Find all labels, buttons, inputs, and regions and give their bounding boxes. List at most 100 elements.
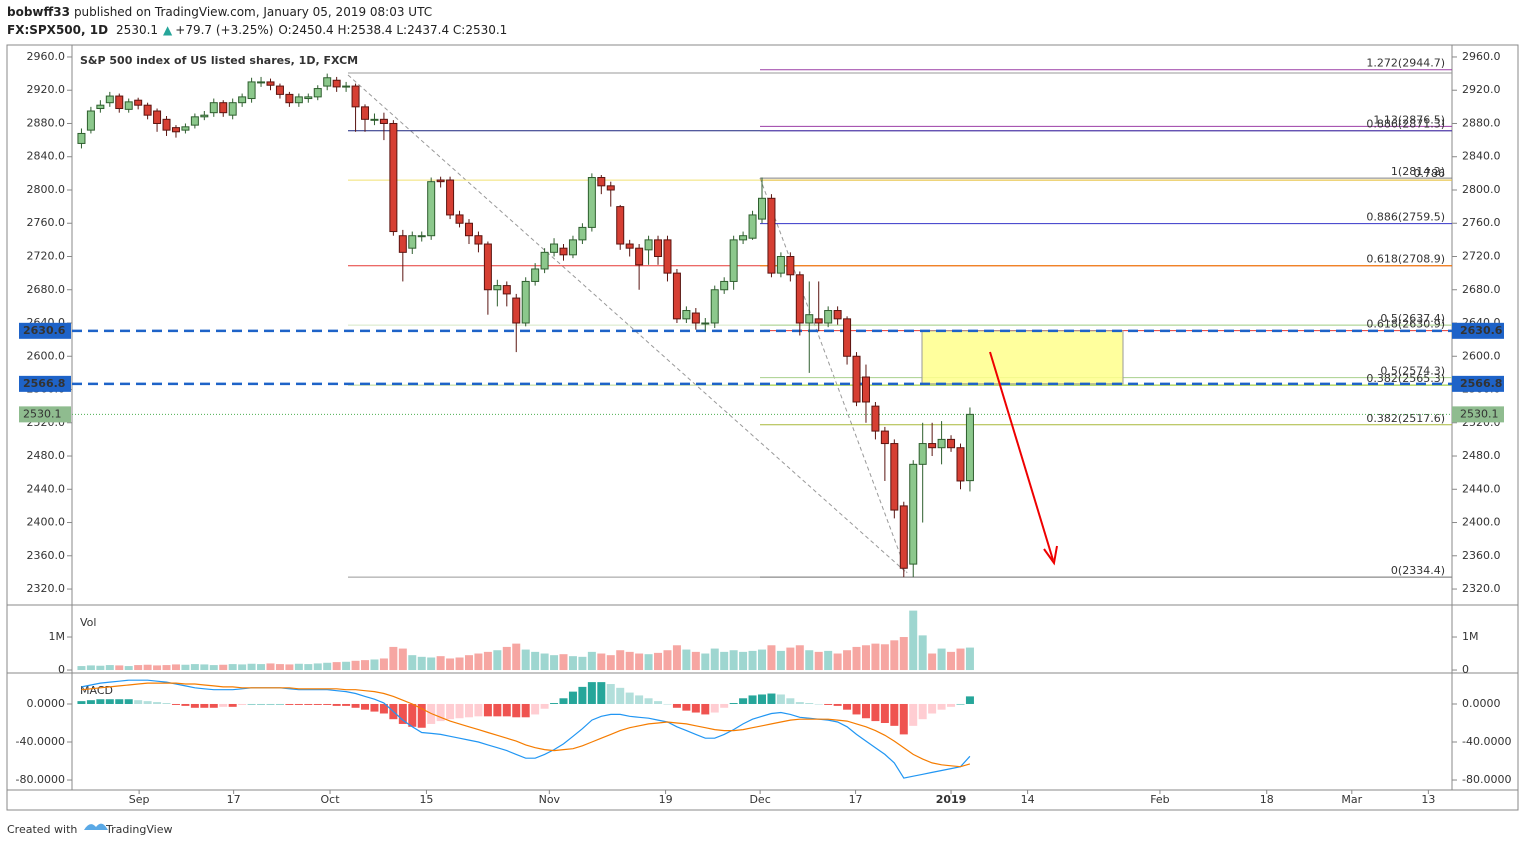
histogram-bar — [512, 703, 521, 718]
volume-bar — [635, 653, 644, 671]
brand[interactable]: TradingView — [105, 823, 172, 836]
candle-body — [86, 110, 95, 131]
histogram-bar — [398, 703, 407, 724]
candle-body — [644, 239, 653, 251]
volume-bar — [918, 635, 927, 671]
histogram-bar — [947, 703, 956, 707]
candle-body — [77, 132, 86, 144]
volume-bar — [880, 644, 889, 671]
user[interactable]: bobwff33 — [7, 5, 70, 19]
candle-body — [483, 243, 492, 291]
volume-bar — [143, 664, 152, 671]
histogram-bar — [379, 703, 388, 714]
volume-bar — [502, 646, 511, 671]
candle-body — [578, 226, 587, 241]
volume-bar — [427, 657, 436, 671]
x-tick-label: Oct — [321, 793, 341, 806]
volume-bar — [190, 664, 199, 671]
volume-bar — [739, 651, 748, 671]
zone — [921, 330, 1124, 385]
y-tick-label: 2480.0 — [27, 449, 66, 462]
candle-body — [871, 405, 880, 432]
histogram-bar — [521, 703, 530, 718]
y-tick-label: 2920.0 — [27, 83, 66, 96]
candle-body — [219, 102, 228, 114]
volume-bar — [124, 666, 133, 671]
x-tick-label: 15 — [419, 793, 433, 806]
trend-line — [347, 74, 908, 574]
candle-body — [181, 126, 190, 131]
price-badge — [19, 322, 71, 339]
candle-body — [228, 102, 237, 116]
candle-body — [890, 443, 899, 511]
volume-bar — [909, 610, 918, 671]
y-tick-label: 2360.0 — [27, 549, 66, 562]
price-badge — [19, 375, 71, 392]
y-tick-label: 2960.0 — [27, 50, 66, 63]
candle-body — [294, 96, 303, 104]
histogram-bar — [758, 694, 766, 704]
histogram-bar — [408, 703, 417, 727]
candle-body — [323, 77, 332, 87]
volume-bar — [275, 664, 284, 671]
volume-bar — [531, 651, 540, 671]
y-tick-label: 2320.0 — [1462, 582, 1501, 595]
x-tick-label: Mar — [1341, 793, 1362, 806]
volume-bar — [899, 637, 908, 671]
candle-body — [805, 314, 814, 324]
histogram-bar — [710, 703, 719, 713]
histogram-bar — [361, 703, 370, 710]
y-tick-label: 2440.0 — [27, 482, 66, 495]
histogram-bar — [77, 701, 86, 704]
candle-body — [767, 197, 776, 274]
candle-body — [729, 239, 738, 282]
histogram-bar — [890, 703, 899, 726]
candle-body — [493, 285, 502, 291]
candle-body — [304, 96, 313, 100]
macd-line — [81, 682, 971, 768]
histogram-bar — [672, 703, 681, 708]
volume-bar — [625, 651, 634, 671]
price-badge-label: 2530.1 — [23, 407, 62, 420]
volume-bar — [758, 649, 766, 671]
layers: 2960.0 2960.0 2920.0 2920.0 2880.0 2880.0 2840… — [16, 50, 1512, 806]
candle-body — [701, 322, 710, 325]
histogram-bar — [483, 703, 492, 717]
candle-body — [918, 443, 927, 465]
volume-bar — [342, 661, 351, 671]
candle-body — [238, 96, 247, 104]
candle-body — [446, 179, 455, 216]
histogram-bar — [323, 703, 332, 705]
volume-bar — [417, 656, 426, 671]
volume-bar — [200, 664, 209, 671]
candle-body — [398, 235, 407, 253]
histogram-bar — [417, 703, 426, 728]
volume-bar — [285, 664, 294, 671]
frame — [6, 44, 1519, 811]
candle-body — [899, 505, 908, 569]
publish-line: bobwff33 published on TradingView.com, Ja… — [7, 5, 432, 19]
y-tick-label: 2400.0 — [27, 516, 66, 529]
candle-body — [342, 85, 351, 88]
candle-body — [153, 110, 162, 124]
arrow-line — [989, 351, 1054, 561]
y-tick-label: 2800.0 — [1462, 183, 1501, 196]
price-badge — [1452, 406, 1504, 423]
candle-body — [880, 430, 889, 445]
histogram-bar — [153, 702, 162, 704]
volume-bar — [162, 665, 171, 671]
candle-body — [672, 272, 681, 320]
last: 2530.1 — [116, 23, 158, 37]
volume-bar — [965, 647, 974, 671]
histogram-bar — [663, 703, 672, 705]
histogram-bar — [644, 698, 653, 704]
volume-bar — [568, 656, 577, 671]
y-tick-label: 1M — [1462, 630, 1479, 643]
volume-bar — [550, 655, 559, 671]
histogram-bar — [502, 703, 511, 717]
candle-body — [928, 443, 937, 449]
volume-bar — [313, 663, 322, 671]
price-badge-label: 2566.8 — [1460, 377, 1502, 390]
volume-bar — [332, 662, 341, 671]
